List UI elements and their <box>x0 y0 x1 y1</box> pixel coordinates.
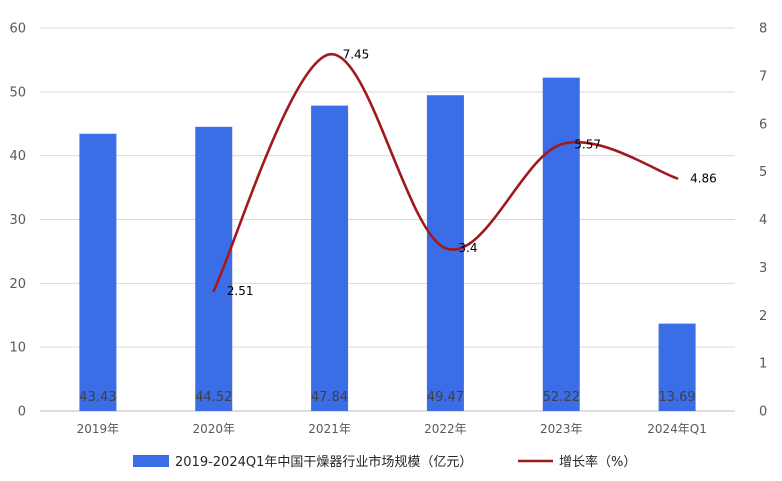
line-data-label: 7.45 <box>343 47 370 61</box>
left-axis-tick-label: 50 <box>9 85 26 100</box>
left-axis-tick-label: 20 <box>9 277 26 292</box>
line-data-label: 4.86 <box>690 171 717 185</box>
right-axis-ticks: 0 1 2 3 4 5 6 7 8 <box>759 22 767 420</box>
bar-data-label: 43.43 <box>79 390 116 405</box>
x-axis-tick-label: 2019年 <box>77 422 120 436</box>
x-axis-tick-label: 2024年Q1 <box>647 422 707 436</box>
bar-series <box>79 77 696 412</box>
bar-data-label: 49.47 <box>427 390 464 405</box>
growth-rate-line <box>212 53 679 293</box>
right-axis-tick-label: 6 <box>759 117 767 132</box>
bar-data-label: 47.84 <box>311 390 348 405</box>
gridlines <box>40 27 735 412</box>
right-axis-tick-label: 8 <box>759 22 767 37</box>
right-axis-tick-label: 0 <box>759 405 767 420</box>
line-data-label: 5.57 <box>574 137 601 151</box>
left-axis-ticks: 0 10 20 30 40 50 60 <box>9 22 26 420</box>
right-axis-tick-label: 3 <box>759 261 767 276</box>
bar <box>79 133 117 411</box>
legend: 2019-2024Q1年中国干燥器行业市场规模（亿元） 增长率（%） <box>133 454 636 470</box>
right-axis-tick-label: 4 <box>759 213 767 228</box>
right-axis-tick-label: 1 <box>759 357 767 372</box>
x-axis-tick-label: 2020年 <box>192 422 235 436</box>
line-data-label: 3.4 <box>458 241 477 255</box>
right-axis-tick-label: 5 <box>759 165 767 180</box>
x-axis-tick-label: 2021年 <box>308 422 351 436</box>
bar-data-label: 13.69 <box>658 390 695 405</box>
legend-bar-swatch <box>133 455 169 467</box>
x-axis-ticks: 2019年 2020年 2021年 2022年 2023年 2024年Q1 <box>77 422 707 436</box>
legend-bar-label: 2019-2024Q1年中国干燥器行业市场规模（亿元） <box>175 454 472 470</box>
left-axis-tick-label: 0 <box>18 405 26 420</box>
bar <box>311 105 349 411</box>
left-axis-tick-label: 40 <box>9 149 26 164</box>
line-series: 2.51 7.45 3.4 5.57 4.86 <box>212 47 717 298</box>
left-axis-tick-label: 30 <box>9 213 26 228</box>
bar <box>658 323 696 411</box>
bar <box>426 95 464 412</box>
bar-data-label: 52.22 <box>543 390 580 405</box>
bar <box>195 126 233 412</box>
right-axis-tick-label: 2 <box>759 309 767 324</box>
bar-labels: 43.43 44.52 47.84 49.47 52.22 13.69 <box>79 390 695 405</box>
left-axis-tick-label: 60 <box>9 22 26 37</box>
legend-line-label: 增长率（%） <box>559 454 636 470</box>
right-axis-tick-label: 7 <box>759 69 767 84</box>
bar-data-label: 44.52 <box>195 390 232 405</box>
bar <box>542 77 580 412</box>
x-axis-tick-label: 2022年 <box>424 422 467 436</box>
line-data-label: 2.51 <box>227 284 254 298</box>
x-axis-tick-label: 2023年 <box>540 422 583 436</box>
left-axis-tick-label: 10 <box>9 341 26 356</box>
